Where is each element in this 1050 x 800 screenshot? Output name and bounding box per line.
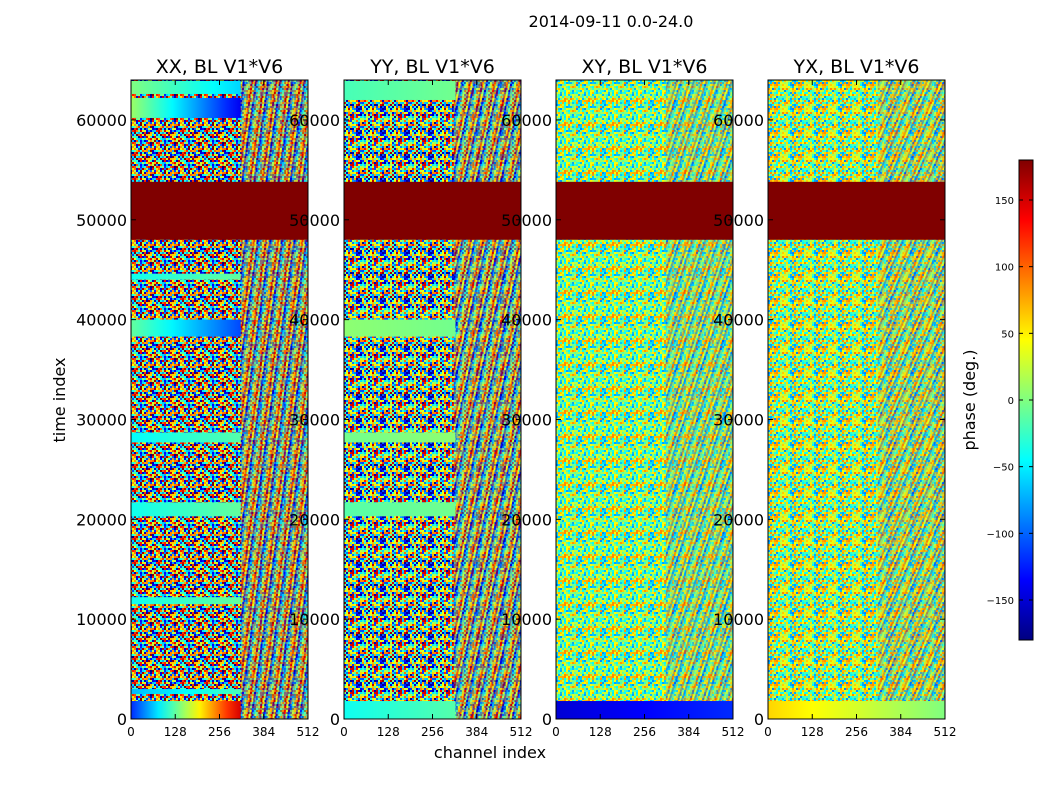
y-tick-label: 60000 bbox=[76, 111, 127, 130]
panel-1: XX, BL V1*V6 0 128 256 384 512 0 10000 20000 3000… bbox=[76, 56, 319, 739]
x-tick-label: 256 bbox=[633, 725, 656, 739]
band-gradient bbox=[344, 80, 456, 100]
band-gradient bbox=[131, 319, 241, 337]
panel-title: YX, BL V1*V6 bbox=[792, 56, 919, 78]
band-gradient bbox=[131, 689, 241, 695]
y-tick-label: 50000 bbox=[713, 211, 764, 230]
y-tick-label: 30000 bbox=[289, 410, 340, 429]
panel-3: XY, BL V1*V6 0 128 256 384 512 0 10000 20000 3000… bbox=[501, 56, 744, 739]
y-axis-label: time index bbox=[50, 357, 69, 442]
x-tick-label: 384 bbox=[889, 725, 912, 739]
colorbar-tick-label: 0 bbox=[1008, 396, 1014, 407]
figure-title: 2014-09-11 0.0-24.0 bbox=[528, 12, 694, 31]
y-tick-label: 40000 bbox=[76, 311, 127, 330]
y-tick-label: 40000 bbox=[713, 311, 764, 330]
y-tick-label: 60000 bbox=[289, 111, 340, 130]
band-gradient bbox=[131, 273, 241, 280]
band-gradient bbox=[344, 502, 456, 517]
panel-title: XX, BL V1*V6 bbox=[156, 56, 283, 78]
y-tick-label: 20000 bbox=[76, 510, 127, 529]
band-solid bbox=[556, 181, 733, 240]
panel-title: XY, BL V1*V6 bbox=[581, 56, 707, 78]
y-tick-label: 50000 bbox=[501, 211, 552, 230]
y-tick-label: 20000 bbox=[501, 510, 552, 529]
colorbar-label: phase (deg.) bbox=[960, 349, 979, 450]
band-gradient bbox=[131, 97, 241, 118]
y-tick-label: 0 bbox=[117, 710, 127, 729]
panel-2: YY, BL V1*V6 0 128 256 384 512 0 10000 20000 3000… bbox=[289, 56, 532, 739]
band-solid bbox=[768, 181, 945, 240]
band-gradient bbox=[131, 597, 241, 605]
x-tick-label: 128 bbox=[164, 725, 187, 739]
band-gradient bbox=[131, 80, 241, 94]
x-tick-label: 0 bbox=[340, 725, 348, 739]
x-tick-label: 256 bbox=[208, 725, 231, 739]
colorbar-tick-label: 100 bbox=[995, 263, 1014, 274]
y-tick-label: 50000 bbox=[289, 211, 340, 230]
x-tick-label: 128 bbox=[801, 725, 824, 739]
x-tick-label: 512 bbox=[510, 725, 533, 739]
y-tick-label: 60000 bbox=[713, 111, 764, 130]
x-tick-label: 512 bbox=[297, 725, 320, 739]
x-tick-label: 256 bbox=[845, 725, 868, 739]
band-solid bbox=[344, 181, 521, 240]
x-tick-label: 128 bbox=[377, 725, 400, 739]
y-tick-label: 10000 bbox=[713, 610, 764, 629]
colorbar-tick-label: 150 bbox=[995, 196, 1014, 207]
x-tick-label: 256 bbox=[421, 725, 444, 739]
y-tick-label: 20000 bbox=[713, 510, 764, 529]
band-gradient bbox=[344, 701, 456, 719]
band-gradient bbox=[344, 432, 456, 443]
y-tick-label: 30000 bbox=[501, 410, 552, 429]
x-tick-label: 128 bbox=[589, 725, 612, 739]
y-tick-label: 30000 bbox=[76, 410, 127, 429]
fringe-region bbox=[877, 80, 945, 719]
x-axis-label: channel index bbox=[434, 743, 546, 762]
band-gradient bbox=[131, 701, 241, 719]
x-tick-label: 512 bbox=[934, 725, 957, 739]
x-tick-label: 0 bbox=[764, 725, 772, 739]
band-gradient bbox=[131, 432, 241, 443]
y-tick-label: 30000 bbox=[713, 410, 764, 429]
band-solid bbox=[131, 181, 308, 240]
y-tick-label: 40000 bbox=[501, 311, 552, 330]
y-tick-label: 60000 bbox=[501, 111, 552, 130]
x-tick-label: 384 bbox=[677, 725, 700, 739]
band-gradient bbox=[344, 319, 456, 337]
x-tick-label: 384 bbox=[465, 725, 488, 739]
x-tick-label: 0 bbox=[552, 725, 560, 739]
x-tick-label: 0 bbox=[127, 725, 135, 739]
panel-title: YY, BL V1*V6 bbox=[369, 56, 495, 78]
y-tick-label: 0 bbox=[542, 710, 552, 729]
y-tick-label: 20000 bbox=[289, 510, 340, 529]
x-tick-label: 512 bbox=[722, 725, 745, 739]
y-tick-label: 0 bbox=[754, 710, 764, 729]
y-tick-label: 10000 bbox=[289, 610, 340, 629]
colorbar-tick-label: −150 bbox=[987, 596, 1014, 607]
y-tick-label: 50000 bbox=[76, 211, 127, 230]
y-tick-label: 40000 bbox=[289, 311, 340, 330]
colorbar-tick-label: −50 bbox=[993, 463, 1014, 474]
y-tick-label: 0 bbox=[330, 710, 340, 729]
panel-4: YX, BL V1*V6 0 128 256 384 512 0 10000 20000 3000… bbox=[713, 56, 956, 739]
x-tick-label: 384 bbox=[252, 725, 275, 739]
colorbar: −150 −100 −50 0 50 100 150 phase (deg.) bbox=[960, 159, 1034, 641]
band-gradient bbox=[131, 502, 241, 517]
colorbar-tick-label: −100 bbox=[987, 529, 1014, 540]
y-tick-label: 10000 bbox=[76, 610, 127, 629]
colorbar-tick-label: 50 bbox=[1001, 329, 1014, 340]
y-tick-label: 10000 bbox=[501, 610, 552, 629]
